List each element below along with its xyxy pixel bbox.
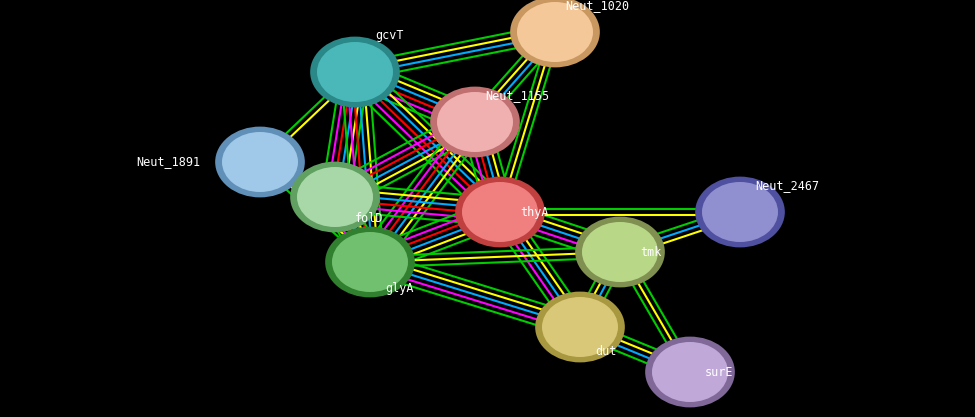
Ellipse shape xyxy=(455,177,545,247)
Ellipse shape xyxy=(652,342,728,402)
Ellipse shape xyxy=(310,37,400,108)
Text: glyA: glyA xyxy=(385,282,413,295)
Ellipse shape xyxy=(695,177,785,247)
Text: Neut_1155: Neut_1155 xyxy=(485,89,549,102)
Ellipse shape xyxy=(291,162,380,232)
Text: Neut_1020: Neut_1020 xyxy=(565,0,629,12)
Ellipse shape xyxy=(702,182,778,242)
Text: folD: folD xyxy=(355,212,383,225)
Ellipse shape xyxy=(317,42,393,102)
Ellipse shape xyxy=(510,0,600,68)
Text: gcvT: gcvT xyxy=(375,29,404,42)
Ellipse shape xyxy=(462,182,538,242)
Text: dut: dut xyxy=(595,345,616,358)
Ellipse shape xyxy=(517,2,593,62)
Text: tmk: tmk xyxy=(640,246,661,259)
Ellipse shape xyxy=(332,232,408,292)
Text: Neut_1891: Neut_1891 xyxy=(136,156,200,168)
Ellipse shape xyxy=(575,216,665,287)
Ellipse shape xyxy=(535,291,625,362)
Text: surE: surE xyxy=(705,365,733,379)
Ellipse shape xyxy=(645,337,735,407)
Ellipse shape xyxy=(297,167,373,227)
Text: thyA: thyA xyxy=(520,206,549,219)
Ellipse shape xyxy=(430,87,520,157)
Text: Neut_2467: Neut_2467 xyxy=(755,179,819,192)
Ellipse shape xyxy=(325,226,414,297)
Ellipse shape xyxy=(215,127,305,197)
Ellipse shape xyxy=(582,222,658,282)
Ellipse shape xyxy=(542,297,618,357)
Ellipse shape xyxy=(222,132,298,192)
Ellipse shape xyxy=(437,92,513,152)
